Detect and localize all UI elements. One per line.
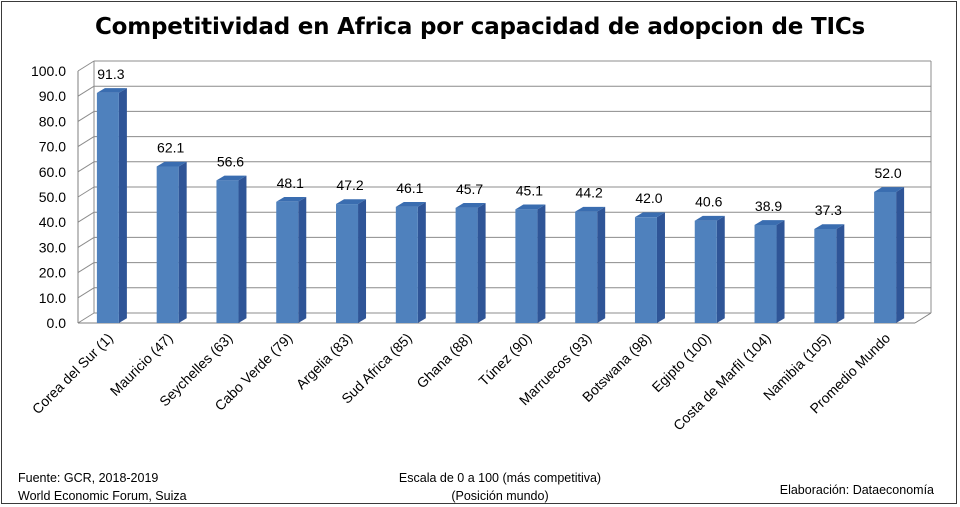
- bar: [634, 217, 657, 323]
- chart-title: Competitividad en Africa por capacidad d…: [94, 14, 865, 40]
- source-line-2: World Economic Forum, Suiza: [18, 489, 187, 503]
- bar-top: [336, 199, 367, 205]
- bar-side: [896, 187, 905, 323]
- data-label: 91.3: [97, 66, 124, 82]
- y-tick-label: 40.0: [39, 214, 66, 230]
- bar: [754, 224, 777, 323]
- bar-side: [836, 224, 845, 323]
- bar-side: [776, 220, 785, 323]
- gridline-depth: [77, 287, 95, 299]
- bar: [814, 229, 837, 323]
- bar: [515, 209, 538, 323]
- bar-side: [716, 215, 725, 323]
- scale-note: Escala de 0 a 100 (más competitiva) (Pos…: [300, 469, 700, 505]
- x-tick-label: Túnez (90): [475, 330, 534, 389]
- gridline-depth: [77, 161, 95, 173]
- data-label: 45.1: [516, 182, 543, 198]
- gridline-depth: [77, 262, 95, 274]
- bar-top: [395, 202, 426, 207]
- bar-top: [874, 187, 905, 192]
- y-tick-label: 70.0: [39, 139, 66, 155]
- bar-top: [216, 175, 247, 181]
- x-tick-label: Argelia (83): [293, 330, 355, 392]
- y-tick-label: 100.0: [31, 63, 66, 79]
- bar-side: [358, 199, 367, 323]
- data-label: 45.7: [456, 181, 483, 197]
- y-tick-label: 20.0: [39, 265, 66, 281]
- bar-side: [597, 206, 606, 323]
- source-line-1: Fuente: GCR, 2018-2019: [18, 471, 159, 485]
- bar: [96, 92, 119, 323]
- bar: [694, 220, 717, 323]
- bar-top: [754, 220, 785, 225]
- floor-right-edge: [914, 312, 932, 324]
- gridline-depth: [77, 136, 95, 148]
- bar: [156, 166, 179, 323]
- data-label: 37.3: [815, 202, 842, 218]
- bar-side: [477, 203, 486, 323]
- data-label: 56.6: [217, 153, 244, 169]
- gridline-depth: [77, 186, 95, 198]
- y-tick-label: 60.0: [39, 164, 66, 180]
- gridline-depth: [77, 236, 95, 248]
- bar: [874, 191, 897, 323]
- x-tick-label: Ghana (88): [413, 330, 474, 391]
- bar-top: [814, 224, 845, 230]
- bar-top: [575, 206, 606, 212]
- x-tick-label: Costa de Marfil (104): [670, 330, 774, 434]
- data-label: 52.0: [874, 165, 901, 181]
- bar: [455, 207, 478, 323]
- bar-top: [156, 161, 187, 167]
- bar: [276, 201, 299, 323]
- bar-top: [634, 212, 665, 218]
- gridline-depth: [77, 312, 95, 324]
- bar: [216, 180, 239, 323]
- y-tick-label: 10.0: [39, 290, 66, 306]
- bar: [395, 206, 418, 323]
- y-tick-label: 0.0: [47, 315, 67, 331]
- bar-top: [515, 204, 546, 210]
- bar-side: [656, 212, 665, 323]
- bar-side: [537, 204, 546, 323]
- x-tick-label: Corea del Sur (1): [29, 330, 116, 417]
- y-tick-label: 50.0: [39, 189, 66, 205]
- bar-side: [298, 196, 307, 323]
- bar-top: [694, 215, 725, 221]
- data-label: 47.2: [336, 177, 363, 193]
- data-label: 48.1: [277, 175, 304, 191]
- gridline-depth: [77, 60, 95, 72]
- source-note: Fuente: GCR, 2018-2019 World Economic Fo…: [18, 469, 187, 505]
- y-tick-label: 90.0: [39, 88, 66, 104]
- credit-note: Elaboración: Dataeconomía: [779, 483, 934, 497]
- gridline-depth: [77, 211, 95, 223]
- bar-top: [96, 88, 127, 93]
- bar-side: [118, 88, 127, 324]
- gridline-depth: [77, 110, 95, 122]
- scale-line-2: (Posición mundo): [451, 489, 549, 503]
- y-tick-label: 80.0: [39, 113, 66, 129]
- bar-side: [178, 161, 187, 323]
- data-label: 62.1: [157, 140, 184, 156]
- bar-side: [238, 175, 247, 323]
- data-label: 44.2: [576, 185, 603, 201]
- bar: [336, 204, 359, 323]
- bar-top: [455, 203, 486, 208]
- data-label: 46.1: [396, 180, 423, 196]
- bar: [575, 211, 598, 323]
- y-tick-label: 30.0: [39, 239, 66, 255]
- data-label: 40.6: [695, 194, 722, 210]
- bar-side: [417, 202, 426, 323]
- scale-line-1: Escala de 0 a 100 (más competitiva): [398, 471, 602, 485]
- data-label: 42.0: [635, 190, 662, 206]
- bar-top: [276, 196, 307, 202]
- data-label: 38.9: [755, 198, 782, 214]
- gridline-depth: [77, 85, 95, 97]
- x-tick-label: Egipto (100): [649, 330, 714, 395]
